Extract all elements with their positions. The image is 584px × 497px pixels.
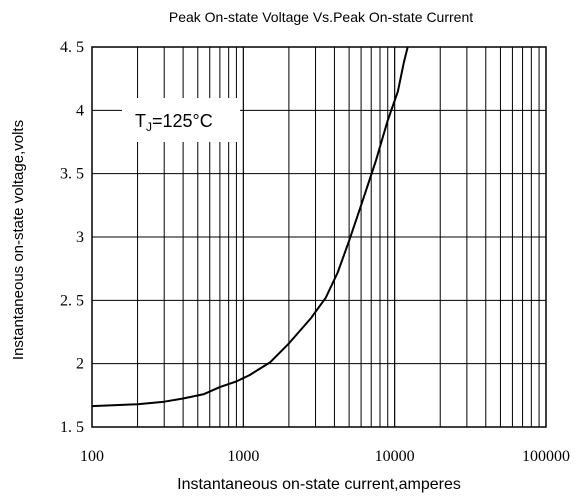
y-axis-label: Instantaneous on-state voltage,volts	[10, 120, 27, 360]
x-tick-label: 1000	[227, 448, 259, 465]
annotation-rest: =125°C	[152, 111, 213, 131]
y-tick-label: 3. 5	[60, 166, 84, 183]
y-tick-labels: 1. 5 2 2. 5 3 3. 5 4 4. 5	[60, 39, 84, 436]
series-layer	[91, 46, 409, 408]
y-tick-label: 2. 5	[60, 292, 84, 309]
chart-title: Peak On-state Voltage Vs.Peak On-state C…	[169, 9, 473, 25]
annotation-text: TJ=125°C	[135, 111, 213, 134]
x-tick-labels: 100 1000 10000 100000	[80, 448, 570, 465]
y-tick-label: 4	[76, 102, 84, 119]
x-tick-label: 100	[80, 448, 104, 465]
plot-frame	[91, 46, 547, 428]
annotation-box: TJ=125°C	[122, 98, 240, 142]
y-tick-label: 1. 5	[60, 419, 84, 436]
x-axis-label: Instantaneous on-state current,amperes	[177, 476, 461, 493]
y-tick-label: 4. 5	[60, 39, 84, 56]
annotation-base: T	[135, 111, 146, 131]
y-tick-label: 3	[76, 229, 84, 246]
annotation-sub: J	[146, 120, 152, 134]
series-line	[91, 46, 409, 408]
y-tick-label: 2	[76, 356, 84, 373]
x-tick-label: 100000	[522, 448, 570, 465]
x-tick-label: 10000	[375, 448, 415, 465]
